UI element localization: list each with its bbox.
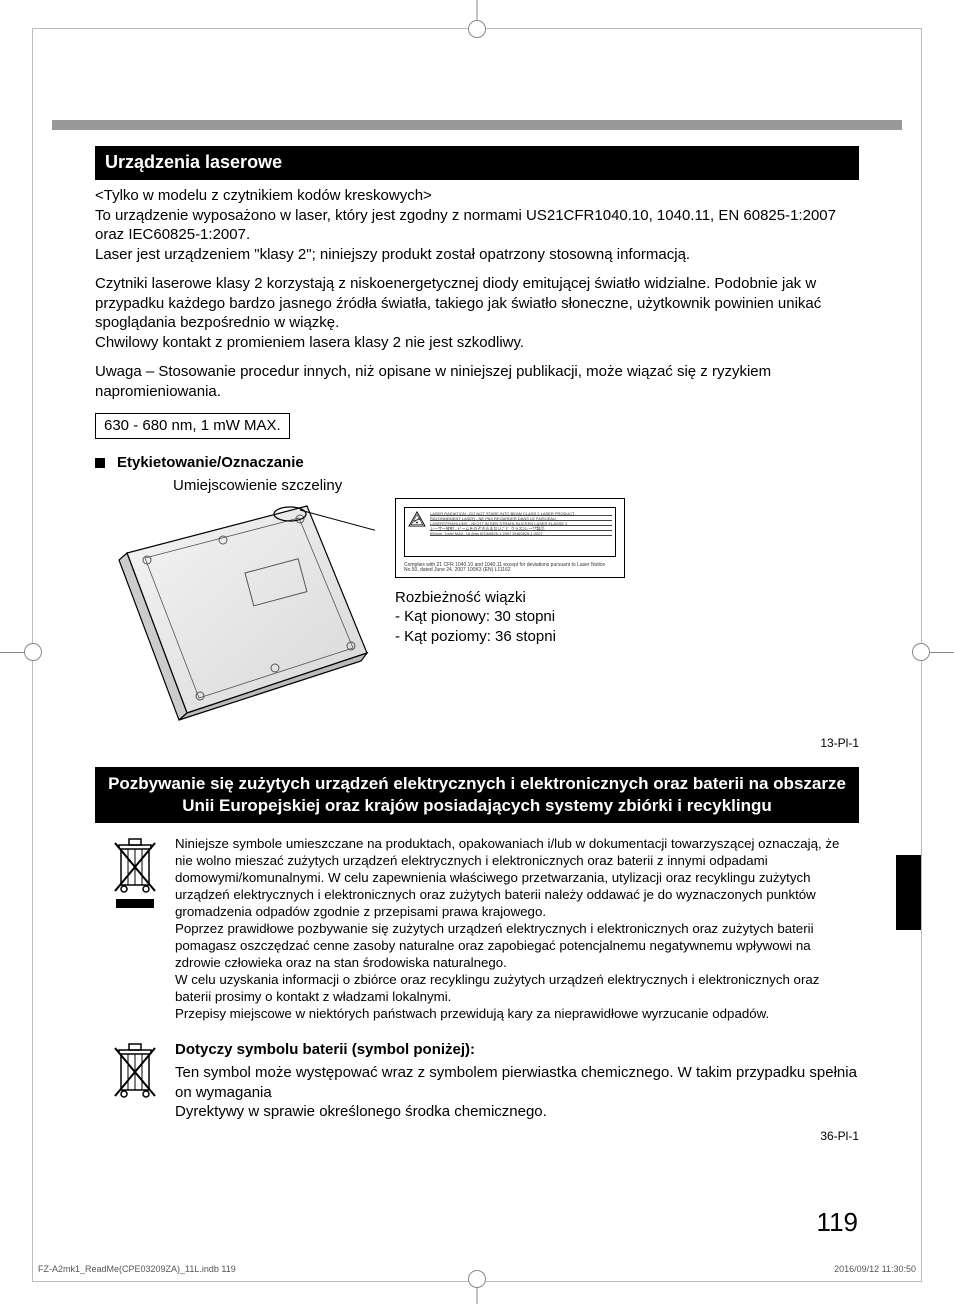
crossed-bin-icon	[111, 1040, 159, 1098]
crop-mark	[468, 20, 486, 38]
square-bullet-icon	[95, 458, 105, 468]
disposal-row-1: Niniejsze symbole umieszczane na produkt…	[95, 835, 859, 1022]
slot-location-label: Umiejscowienie szczeliny	[173, 476, 859, 496]
laser-warning-label: LASER RADIATION - DO NOT STARE INTO BEAM…	[395, 498, 625, 578]
section1-para3: Uwaga – Stosowanie procedur innych, niż …	[95, 362, 859, 401]
footer-right: 2016/09/12 11:30:50	[834, 1264, 916, 1276]
crop-mark	[912, 643, 930, 661]
section1-para1: <Tylko w modelu z czytnikiem kodów kresk…	[95, 186, 859, 264]
weee-bin-col	[95, 835, 175, 908]
disposal-main-text: Niniejsze symbole umieszczane na produkt…	[175, 835, 859, 1022]
side-tab	[896, 855, 921, 930]
page-number: 119	[817, 1206, 858, 1240]
battery-sub-title: Dotyczy symbolu baterii (symbol poniżej)…	[175, 1040, 859, 1059]
weee-under-bar	[116, 899, 154, 908]
section1-header: Urządzenia laserowe	[95, 146, 859, 180]
laser-spec-box: 630 - 680 nm, 1 mW MAX.	[95, 413, 290, 439]
device-drawing	[95, 498, 375, 728]
section2-ref-code: 36-Pl-1	[95, 1129, 859, 1145]
disposal-row-2: Dotyczy symbolu baterii (symbol poniżej)…	[95, 1040, 859, 1121]
battery-bin-col	[95, 1040, 175, 1098]
label-text-lines: LASER RADIATION - DO NOT STARE INTO BEAM…	[430, 511, 612, 536]
crop-mark	[468, 1270, 486, 1288]
beam-horizontal: - Kąt poziomy: 36 stopni	[395, 627, 625, 647]
beam-divergence-title: Rozbieżność wiązki	[395, 588, 625, 608]
crop-mark	[24, 643, 42, 661]
battery-sub-text: Ten symbol może występować wraz z symbol…	[175, 1063, 859, 1121]
footer-left: FZ-A2mk1_ReadMe(CPE03209ZA)_11L.indb 119	[38, 1264, 236, 1276]
section1-subheading-row: Etykietowanie/Oznaczanie	[95, 453, 859, 473]
crossed-bin-icon	[111, 835, 159, 893]
section1-para2: Czytniki laserowe klasy 2 korzystają z n…	[95, 274, 859, 352]
section2-header: Pozbywanie się zużytych urządzeń elektry…	[95, 767, 859, 823]
warning-triangle-icon	[408, 511, 426, 527]
device-illustration-row: LASER RADIATION - DO NOT STARE INTO BEAM…	[95, 498, 859, 728]
label-block: LASER RADIATION - DO NOT STARE INTO BEAM…	[395, 498, 625, 647]
battery-symbol-text: Dotyczy symbolu baterii (symbol poniżej)…	[175, 1040, 859, 1121]
section1-subheading: Etykietowanie/Oznaczanie	[117, 453, 304, 473]
label-footer-text: Complies with 21 CFR 1040.10 and 1040.11…	[404, 563, 616, 574]
header-grey-bar	[52, 120, 902, 130]
section1-ref-code: 13-Pl-1	[95, 736, 859, 752]
page-content: Urządzenia laserowe <Tylko w modelu z cz…	[95, 146, 859, 1145]
beam-vertical: - Kąt pionowy: 30 stopni	[395, 607, 625, 627]
